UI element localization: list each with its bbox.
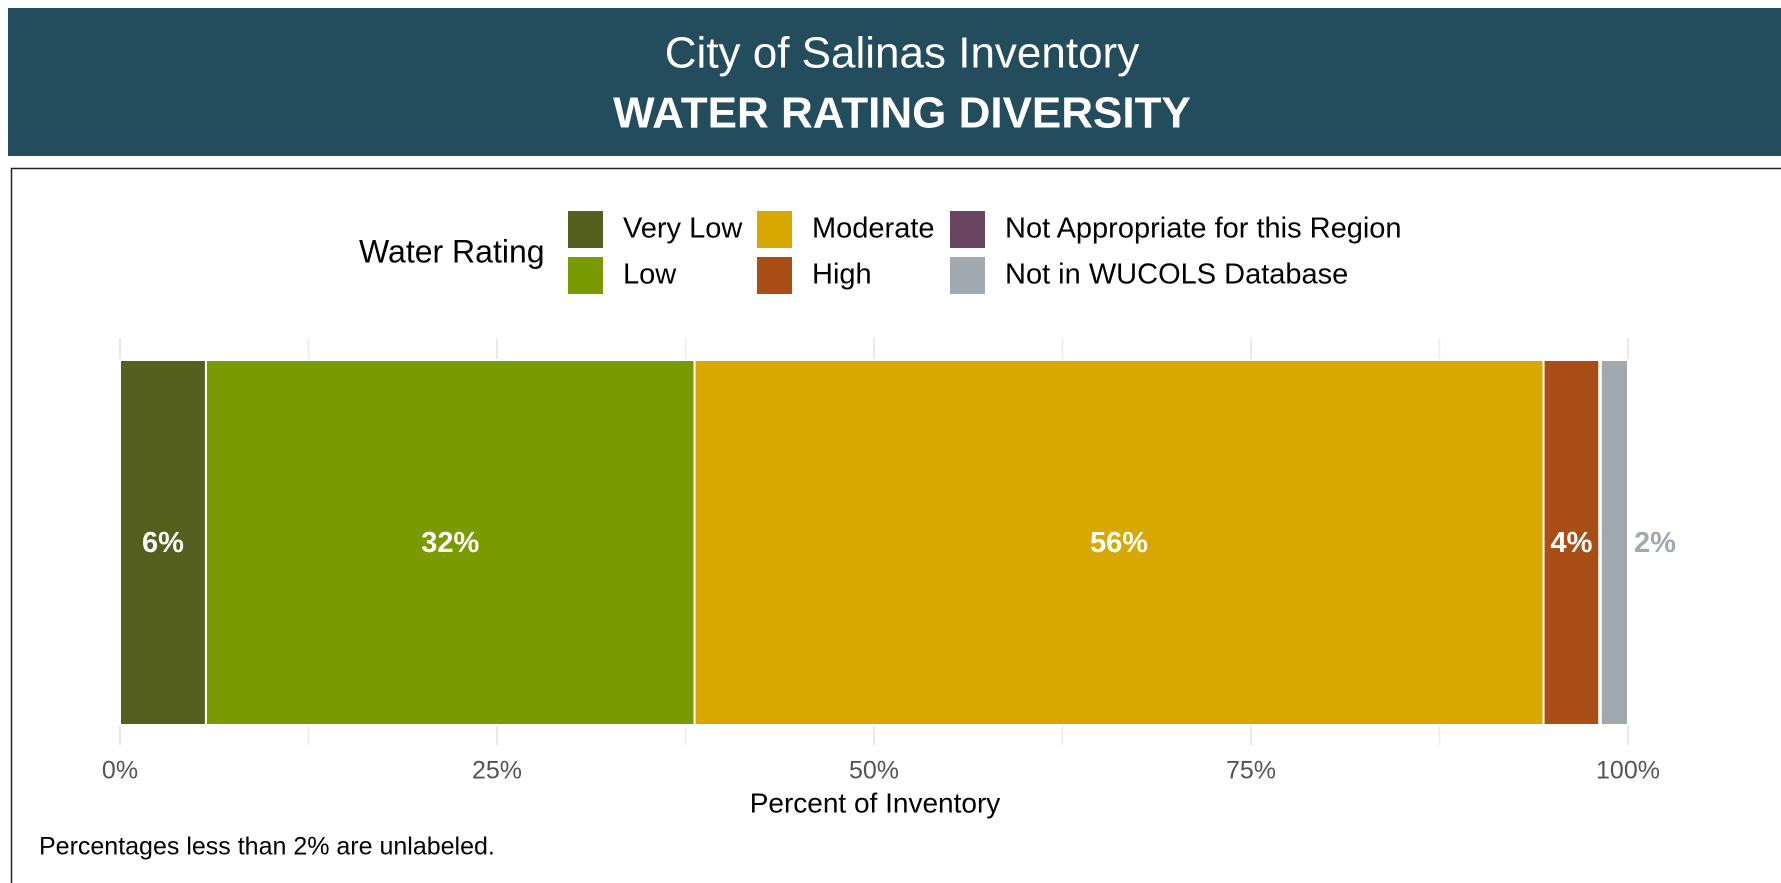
legend-label: Low <box>623 259 677 291</box>
legend-swatch <box>568 257 603 294</box>
value-label: 4% <box>1550 527 1592 559</box>
x-tick-label: 50% <box>849 757 899 785</box>
legend-label: Moderate <box>812 213 935 245</box>
legend-swatch <box>568 211 603 248</box>
legend-label: Not Appropriate for this Region <box>1005 213 1402 245</box>
value-label: 56% <box>1090 527 1148 559</box>
bar-segment <box>204 359 696 726</box>
header <box>8 8 1781 156</box>
legend-swatch <box>757 257 792 294</box>
legend-label: Very Low <box>623 213 743 245</box>
bar-segment <box>119 359 207 726</box>
x-tick-label: 0% <box>102 757 138 785</box>
legend-swatch <box>757 211 792 248</box>
legend-swatch <box>950 257 985 294</box>
x-tick-label: 75% <box>1226 757 1276 785</box>
panel-border <box>10 167 1781 883</box>
x-axis-label: Percent of Inventory <box>750 787 1001 818</box>
bar-segment <box>1599 359 1629 726</box>
note: Percentages less than 2% are unlabeled. <box>39 833 495 861</box>
value-label: 32% <box>421 527 479 559</box>
legend-label: Not in WUCOLS Database <box>1005 259 1348 291</box>
chart-title: WATER RATING DIVERSITY <box>613 89 1191 138</box>
value-label: 6% <box>142 527 184 559</box>
bar-segment <box>693 359 1545 726</box>
legend-swatch <box>950 211 985 248</box>
chart-subtitle: City of Salinas Inventory <box>665 29 1139 78</box>
legend-title: Water Rating <box>359 233 545 269</box>
x-tick-label: 25% <box>472 757 522 785</box>
legend-label: High <box>812 259 872 291</box>
bar-segment <box>1542 359 1601 726</box>
value-label: 2% <box>1634 527 1676 559</box>
x-tick-label: 100% <box>1596 757 1660 785</box>
